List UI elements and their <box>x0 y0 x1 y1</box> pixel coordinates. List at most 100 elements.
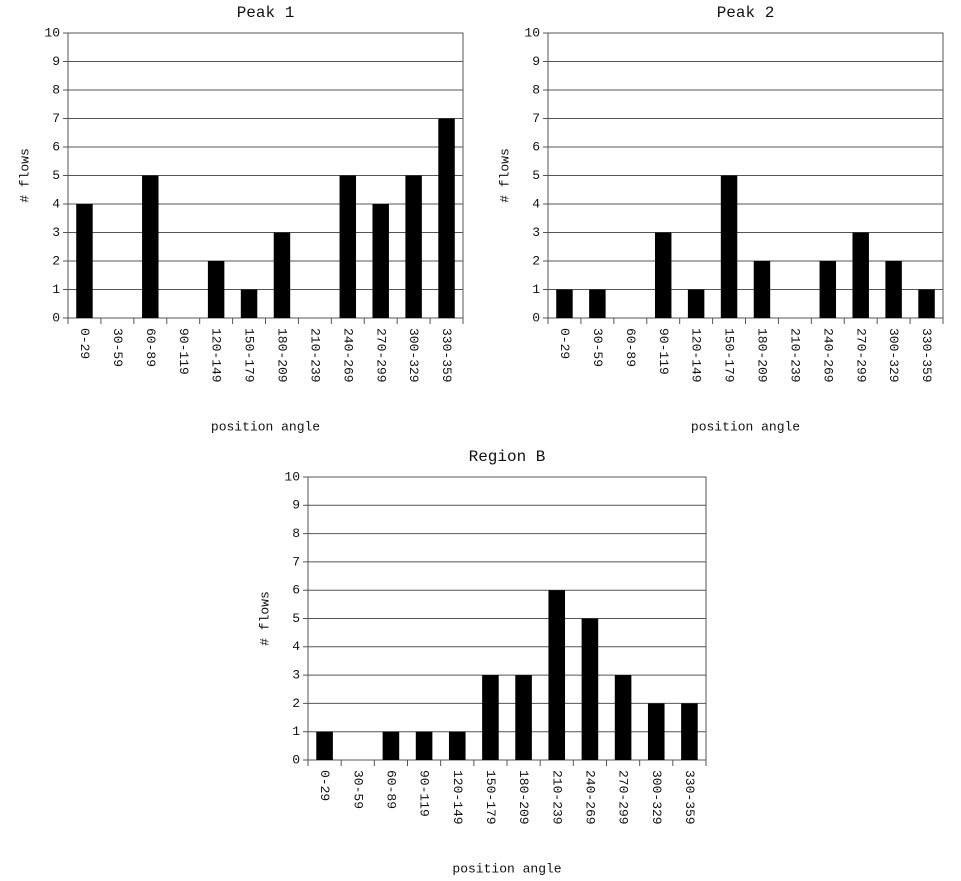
y-tick-label: 4 <box>532 196 540 211</box>
bar <box>448 731 466 760</box>
x-tick-label: 300-329 <box>649 770 664 825</box>
y-tick-label: 1 <box>292 724 300 739</box>
x-axis-label: position angle <box>452 861 561 876</box>
bar <box>316 731 333 760</box>
x-tick-label: 90-119 <box>176 328 191 375</box>
x-tick-label: 330-359 <box>682 770 697 825</box>
bar <box>372 204 389 318</box>
y-tick-label: 10 <box>524 25 540 40</box>
x-tick-label: 240-269 <box>820 328 835 383</box>
y-tick-label: 1 <box>532 282 540 297</box>
x-tick-label: 0-29 <box>77 328 92 359</box>
bar <box>556 289 573 318</box>
y-tick-label: 10 <box>44 25 60 40</box>
bar <box>339 175 357 318</box>
x-tick-label: 270-299 <box>616 770 631 825</box>
x-axis-label: position angle <box>691 419 800 434</box>
bar <box>515 675 532 760</box>
x-tick-label: 120-149 <box>689 328 704 383</box>
y-axis-label: # flows <box>257 591 272 646</box>
x-tick-label: 300-329 <box>886 328 901 383</box>
bar <box>207 261 225 318</box>
x-tick-label: 120-149 <box>450 770 465 825</box>
bar <box>382 731 400 760</box>
y-axis-label: # flows <box>17 148 32 203</box>
bar <box>589 289 606 318</box>
y-tick-label: 0 <box>532 310 540 325</box>
x-tick-label: 300-329 <box>406 328 421 383</box>
x-tick-label: 0-29 <box>557 328 572 359</box>
y-tick-label: 9 <box>292 498 300 513</box>
x-tick-label: 30-59 <box>590 328 605 367</box>
x-tick-label: 330-359 <box>439 328 454 383</box>
chart-title: Peak 2 <box>717 4 775 22</box>
y-tick-label: 9 <box>532 54 540 69</box>
bar <box>438 118 455 318</box>
x-tick-label: 90-119 <box>656 328 671 375</box>
y-tick-label: 0 <box>52 310 60 325</box>
x-tick-label: 0-29 <box>317 770 332 801</box>
y-tick-label: 8 <box>292 526 300 541</box>
y-tick-label: 4 <box>292 639 300 654</box>
bar <box>647 703 665 760</box>
bar <box>614 675 632 760</box>
x-tick-label: 330-359 <box>919 328 934 383</box>
y-tick-label: 7 <box>532 111 540 126</box>
bar <box>654 232 672 318</box>
bar <box>76 204 93 318</box>
bar <box>142 175 159 318</box>
x-tick-label: 270-299 <box>853 328 868 383</box>
y-tick-label: 7 <box>52 111 60 126</box>
x-tick-label: 60-89 <box>383 770 398 809</box>
x-tick-label: 120-149 <box>209 328 224 383</box>
y-tick-label: 0 <box>292 752 300 767</box>
x-tick-label: 150-179 <box>483 770 498 825</box>
x-tick-label: 210-239 <box>307 328 322 383</box>
x-tick-label: 150-179 <box>722 328 737 383</box>
y-tick-label: 2 <box>52 253 60 268</box>
x-tick-label: 240-269 <box>340 328 355 383</box>
y-tick-label: 8 <box>52 82 60 97</box>
bar <box>819 261 837 318</box>
bar <box>720 175 738 318</box>
x-tick-label: 30-59 <box>350 770 365 809</box>
y-tick-label: 8 <box>532 82 540 97</box>
bar <box>415 731 433 760</box>
y-tick-label: 3 <box>52 225 60 240</box>
bar <box>852 232 869 318</box>
x-tick-label: 150-179 <box>242 328 257 383</box>
bar <box>405 175 422 318</box>
x-tick-label: 210-239 <box>787 328 802 383</box>
bar <box>885 261 902 318</box>
y-tick-label: 9 <box>52 54 60 69</box>
chart-title: Region B <box>469 448 546 466</box>
y-tick-label: 5 <box>532 168 540 183</box>
y-tick-label: 4 <box>52 196 60 211</box>
y-tick-label: 2 <box>292 696 300 711</box>
x-tick-label: 30-59 <box>110 328 125 367</box>
bar <box>240 289 258 318</box>
y-tick-label: 3 <box>532 225 540 240</box>
y-tick-label: 5 <box>292 611 300 626</box>
y-tick-label: 2 <box>532 253 540 268</box>
bar <box>482 675 499 760</box>
x-axis-label: position angle <box>211 419 320 434</box>
x-tick-label: 60-89 <box>623 328 638 367</box>
bar <box>918 289 935 318</box>
bar <box>687 289 705 318</box>
bar <box>581 618 599 760</box>
x-tick-label: 270-299 <box>373 328 388 383</box>
x-tick-label: 180-209 <box>275 328 290 383</box>
bar <box>548 590 566 760</box>
y-tick-label: 3 <box>292 668 300 683</box>
x-tick-label: 240-269 <box>582 770 597 825</box>
bar <box>681 703 698 760</box>
bar <box>753 261 771 318</box>
bar <box>273 232 291 318</box>
y-tick-label: 10 <box>284 469 300 484</box>
y-tick-label: 6 <box>292 583 300 598</box>
y-tick-label: 5 <box>52 168 60 183</box>
x-tick-label: 90-119 <box>417 770 432 817</box>
y-tick-label: 6 <box>532 139 540 154</box>
